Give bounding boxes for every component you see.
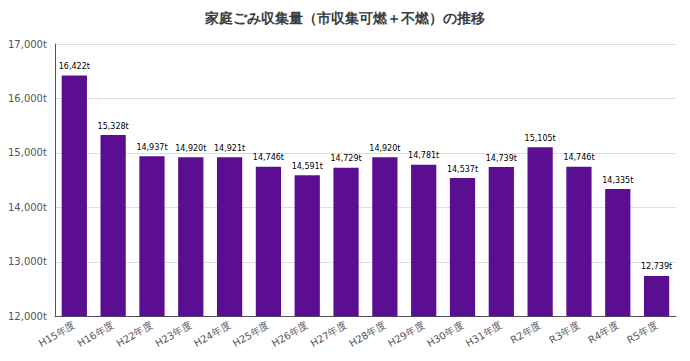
svg-text:H24年度: H24年度 (192, 319, 232, 349)
svg-text:14,746t: 14,746t (253, 153, 284, 162)
svg-text:14,335t: 14,335t (602, 176, 633, 185)
svg-text:14,537t: 14,537t (447, 165, 478, 174)
svg-text:13,000t: 13,000t (8, 256, 47, 267)
svg-text:H23年度: H23年度 (153, 319, 193, 349)
svg-text:14,739t: 14,739t (486, 154, 517, 163)
svg-text:12,000t: 12,000t (8, 311, 47, 322)
svg-text:R2年度: R2年度 (509, 319, 543, 345)
svg-text:R5年度: R5年度 (625, 319, 659, 345)
svg-text:15,105t: 15,105t (525, 134, 556, 143)
svg-text:14,729t: 14,729t (330, 154, 361, 163)
svg-text:17,000t: 17,000t (8, 39, 47, 50)
svg-text:R4年度: R4年度 (586, 319, 620, 345)
svg-text:14,746t: 14,746t (563, 153, 594, 162)
svg-text:R3年度: R3年度 (547, 319, 581, 345)
svg-text:16,000t: 16,000t (8, 93, 47, 104)
svg-text:H26年度: H26年度 (270, 319, 310, 349)
svg-text:H30年度: H30年度 (425, 319, 465, 349)
svg-text:H22年度: H22年度 (114, 319, 154, 349)
svg-text:H25年度: H25年度 (231, 319, 271, 349)
svg-text:14,920t: 14,920t (369, 144, 400, 153)
svg-text:家庭ごみ収集量（市収集可燃＋不燃）の推移: 家庭ごみ収集量（市収集可燃＋不燃）の推移 (204, 10, 485, 26)
svg-text:H27年度: H27年度 (308, 319, 348, 349)
svg-text:H31年度: H31年度 (464, 319, 504, 349)
svg-text:14,000t: 14,000t (8, 202, 47, 213)
svg-text:14,591t: 14,591t (292, 162, 323, 171)
svg-text:14,781t: 14,781t (408, 151, 439, 160)
svg-text:15,328t: 15,328t (98, 122, 129, 131)
svg-text:14,920t: 14,920t (175, 144, 206, 153)
svg-text:14,921t: 14,921t (214, 144, 245, 153)
svg-text:H15年度: H15年度 (37, 319, 77, 349)
svg-text:15,000t: 15,000t (8, 147, 47, 158)
svg-text:H29年度: H29年度 (386, 319, 426, 349)
svg-text:H28年度: H28年度 (347, 319, 387, 349)
svg-text:14,937t: 14,937t (136, 143, 167, 152)
svg-text:H16年度: H16年度 (76, 319, 116, 349)
svg-text:16,422t: 16,422t (59, 62, 90, 71)
svg-text:12,739t: 12,739t (641, 262, 672, 271)
